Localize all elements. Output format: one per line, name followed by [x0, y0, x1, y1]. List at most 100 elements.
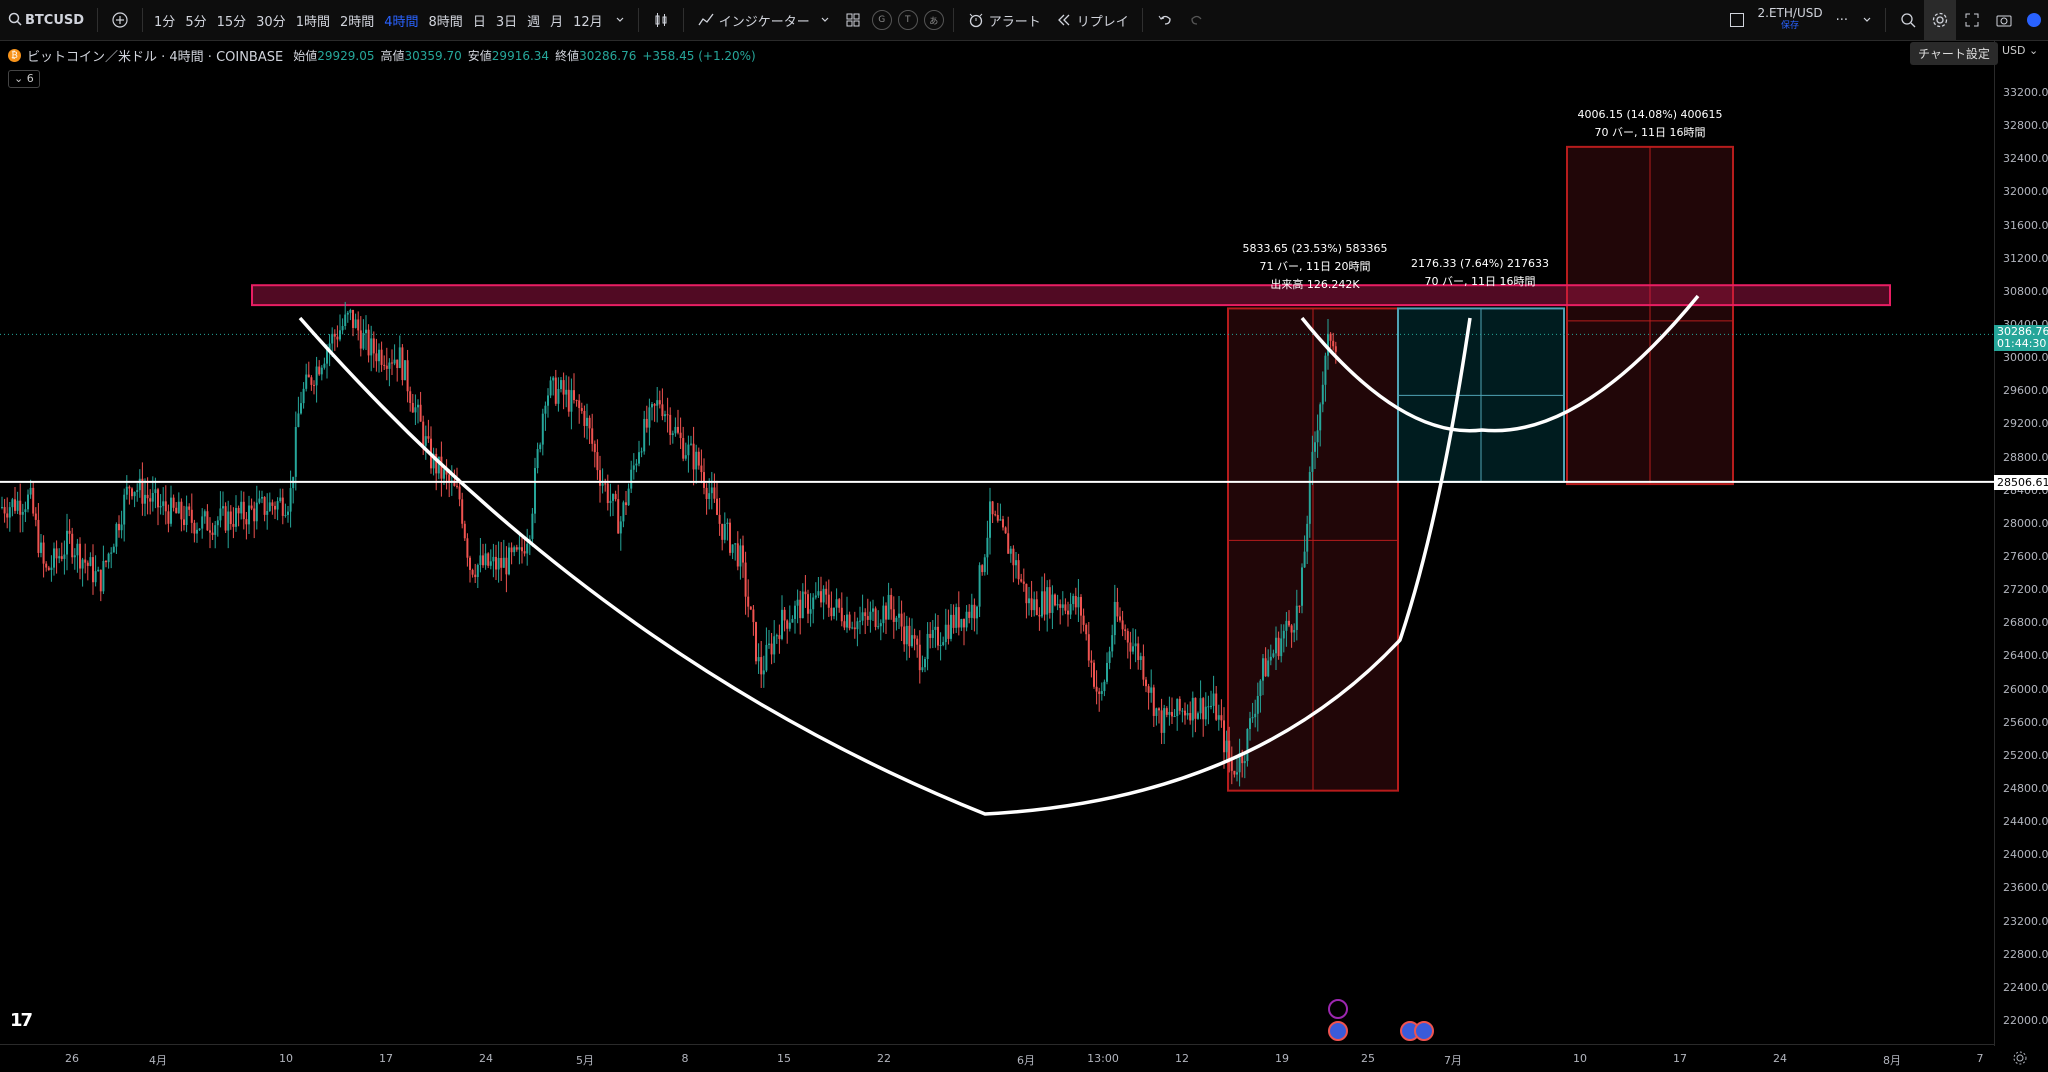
- template-g-button[interactable]: G: [871, 10, 892, 30]
- candle-body: [606, 483, 609, 504]
- candle-body: [1319, 404, 1322, 431]
- candle-body: [1230, 760, 1233, 771]
- candle-body: [846, 614, 848, 628]
- indicators-label: インジケーター: [718, 14, 810, 30]
- quick-search-button[interactable]: [1892, 0, 1924, 40]
- candle-body: [417, 404, 419, 408]
- snapshot-button[interactable]: [1988, 0, 2020, 40]
- candle-body: [1, 507, 3, 509]
- interval-item[interactable]: 1時間: [295, 14, 330, 30]
- interval-item[interactable]: 30分: [256, 14, 286, 30]
- price-tick-label: 27200.00: [2003, 583, 2048, 597]
- layout-dropdown[interactable]: [1855, 0, 1879, 40]
- event-us-flag-icon[interactable]: [1414, 1021, 1434, 1041]
- event-us-flag-icon[interactable]: [1328, 1021, 1348, 1041]
- watchlist-toggle[interactable]: [1722, 0, 1752, 40]
- chart-settings-button[interactable]: [1924, 0, 1956, 40]
- candle-body: [497, 557, 500, 570]
- candle-body: [1202, 698, 1205, 720]
- fullscreen-button[interactable]: [1956, 0, 1988, 40]
- undo-button[interactable]: [1149, 0, 1181, 40]
- candle-body: [294, 426, 297, 477]
- candle-body: [1030, 598, 1033, 611]
- candle-body: [305, 374, 308, 389]
- candle-body: [679, 432, 682, 439]
- price-tick-label: 29200.00: [2003, 417, 2048, 431]
- candle-body: [729, 522, 731, 553]
- template-t-button[interactable]: T: [897, 10, 918, 30]
- candle-body: [40, 542, 42, 553]
- time-tick-label: 10: [279, 1052, 293, 1065]
- price-chart[interactable]: [0, 40, 1994, 1046]
- interval-item[interactable]: 12月: [573, 14, 603, 30]
- indicators-button[interactable]: インジケーター: [690, 0, 837, 40]
- candle-body: [357, 319, 360, 331]
- interval-dropdown[interactable]: [608, 0, 632, 40]
- time-tick-label: 10: [1573, 1052, 1587, 1065]
- candle-body: [128, 486, 131, 489]
- candle-body: [762, 670, 765, 675]
- candle-body: [840, 607, 843, 622]
- price-axis[interactable]: 33200.00 32800.00 32400.00 32000.00 31600.00…: [1994, 40, 2048, 1046]
- candle-body: [81, 559, 84, 569]
- layout-button[interactable]: [837, 0, 869, 40]
- candle-body: [591, 428, 594, 444]
- candle-body: [1033, 599, 1036, 611]
- interval-item[interactable]: 1分: [154, 14, 176, 30]
- divider: [1885, 8, 1886, 32]
- candle-body: [1103, 681, 1106, 692]
- candle-body: [203, 511, 206, 517]
- interval-item[interactable]: 週: [527, 14, 541, 30]
- event-lightning-icon[interactable]: [1328, 999, 1348, 1019]
- candle-body: [801, 591, 804, 619]
- candle-body: [1280, 638, 1283, 657]
- candle-body: [1212, 693, 1215, 706]
- interval-item[interactable]: 15分: [216, 14, 247, 30]
- candle-body: [903, 626, 906, 645]
- candle-body: [1256, 695, 1259, 714]
- axis-settings-button[interactable]: [2010, 1048, 2030, 1068]
- candle-body: [973, 604, 976, 619]
- interval-item[interactable]: 3日: [495, 14, 518, 30]
- interval-item[interactable]: 4時間: [384, 14, 419, 30]
- interval-item[interactable]: 月: [550, 14, 564, 30]
- symbol-label: BTCUSD: [25, 12, 85, 28]
- saved-layout-status: 保存: [1781, 21, 1800, 31]
- candle-body: [177, 501, 180, 514]
- candle-body: [331, 333, 334, 344]
- compare-button[interactable]: [104, 0, 136, 40]
- indicator-collapse-button[interactable]: ⌄ 6: [8, 70, 40, 88]
- template-a-button[interactable]: あ: [923, 10, 944, 30]
- interval-item[interactable]: 5分: [185, 14, 207, 30]
- candle-body: [593, 443, 596, 453]
- candle-body: [206, 511, 209, 531]
- symbol-search[interactable]: BTCUSD: [0, 0, 91, 40]
- more-button[interactable]: ···: [1835, 12, 1848, 28]
- price-tick-label: 24800.00: [2003, 782, 2048, 795]
- candle-body: [1306, 523, 1309, 552]
- measure-text-line: 2176.33 (7.64%) 217633: [1411, 257, 1549, 270]
- candle-body: [263, 497, 266, 515]
- interval-item[interactable]: 日: [472, 14, 486, 30]
- candle-body: [820, 591, 822, 603]
- saved-layout[interactable]: 2.ETH/USD 保存: [1752, 7, 1829, 33]
- candle-body: [167, 511, 170, 524]
- chart-type-button[interactable]: [645, 0, 677, 40]
- interval-item[interactable]: 8時間: [428, 14, 463, 30]
- candle-body: [1293, 629, 1296, 633]
- candle-body: [1262, 658, 1264, 681]
- candle-body: [892, 609, 895, 622]
- candle-body: [144, 494, 146, 504]
- redo-button[interactable]: [1181, 0, 1213, 40]
- candle-body: [913, 635, 916, 639]
- candle-body: [786, 620, 789, 629]
- candle-body: [240, 501, 243, 514]
- time-axis[interactable]: 26 4月 10 17 24 5月 8 15 22 6月 13:00 12 19 25 7月 10 17 24 8月…: [0, 1044, 1994, 1072]
- interval-item[interactable]: 2時間: [339, 14, 375, 30]
- currency-selector[interactable]: USD ⌄: [2002, 44, 2039, 57]
- candle-body: [440, 456, 443, 479]
- replay-button[interactable]: リプレイ: [1048, 0, 1136, 40]
- account-button[interactable]: [2020, 0, 2048, 40]
- alert-button[interactable]: アラート: [960, 0, 1048, 40]
- plus-icon: [112, 12, 128, 28]
